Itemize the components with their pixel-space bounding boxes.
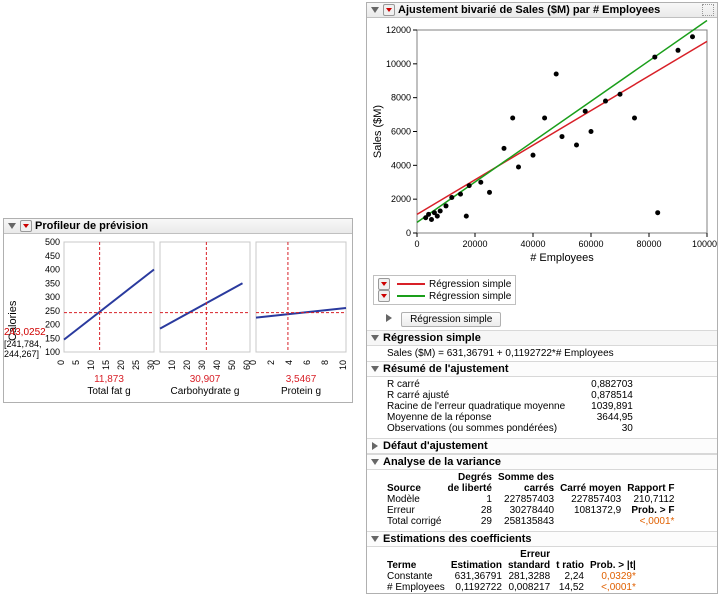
svg-text:20000: 20000	[462, 239, 487, 249]
regression-equation: Sales ($M) = 631,36791 + 0,1192722*# Emp…	[367, 346, 717, 361]
profiler-header[interactable]: Profileur de prévision	[4, 219, 352, 234]
anova-table: SourceDegrésde libertéSomme descarrésCar…	[367, 470, 717, 531]
disclosure-down-icon[interactable]	[7, 221, 17, 231]
svg-text:100000: 100000	[692, 239, 717, 249]
svg-text:0: 0	[56, 360, 66, 365]
svg-text:50: 50	[227, 360, 237, 370]
hotspot-menu-icon[interactable]	[20, 220, 32, 232]
disclosure-down-icon[interactable]	[370, 5, 380, 15]
anova-header[interactable]: Analyse de la variance	[367, 454, 717, 470]
legend-item-reg2[interactable]: Régression simple	[378, 290, 511, 302]
summary-table: R carré0,882703R carré ajusté0,878514Rac…	[367, 377, 717, 438]
svg-text:450: 450	[45, 251, 60, 261]
svg-text:20: 20	[116, 360, 126, 370]
bivariate-header[interactable]: Ajustement bivarié de Sales ($M) par # E…	[367, 3, 717, 18]
svg-text:Carbohydrate g: Carbohydrate g	[171, 386, 240, 397]
svg-text:4000: 4000	[391, 160, 411, 170]
legend-label-1: Régression simple	[429, 279, 511, 290]
lack-of-fit-header[interactable]: Défaut d'ajustement	[367, 438, 717, 454]
svg-text:200: 200	[45, 320, 60, 330]
svg-text:250: 250	[45, 306, 60, 316]
svg-text:6: 6	[302, 360, 312, 365]
svg-text:11,873: 11,873	[94, 374, 124, 385]
disclosure-right-icon[interactable]	[385, 313, 395, 323]
svg-text:Total fat g: Total fat g	[87, 386, 130, 397]
svg-text:500: 500	[45, 237, 60, 247]
regression-section-title: Régression simple	[383, 332, 481, 344]
anova-title: Analyse de la variance	[383, 456, 501, 468]
svg-text:10: 10	[338, 360, 348, 370]
svg-text:10: 10	[86, 360, 96, 370]
svg-text:8: 8	[320, 360, 330, 365]
bivariate-title: Ajustement bivarié de Sales ($M) par # E…	[398, 4, 660, 16]
profiler-title: Profileur de prévision	[35, 220, 148, 232]
profiler-chart: 1001502002503003504004505000510152025301…	[4, 234, 352, 397]
svg-text:20: 20	[182, 360, 192, 370]
disclosure-down-icon[interactable]	[370, 534, 380, 544]
svg-text:3,5467: 3,5467	[286, 374, 317, 385]
legend-item-reg1[interactable]: Régression simple	[378, 278, 511, 290]
resize-icon[interactable]	[702, 4, 714, 16]
svg-text:2000: 2000	[391, 194, 411, 204]
svg-text:40000: 40000	[520, 239, 545, 249]
bivariate-panel: Ajustement bivarié de Sales ($M) par # E…	[366, 2, 718, 594]
disclosure-down-icon[interactable]	[370, 333, 380, 343]
svg-text:15: 15	[101, 360, 111, 370]
svg-text:350: 350	[45, 278, 60, 288]
summary-title: Résumé de l'ajustement	[383, 363, 509, 375]
svg-text:40: 40	[212, 360, 222, 370]
svg-text:# Employees: # Employees	[530, 252, 594, 264]
svg-text:80000: 80000	[636, 239, 661, 249]
svg-text:10: 10	[167, 360, 177, 370]
svg-text:5: 5	[71, 360, 81, 365]
regression-section-header[interactable]: Régression simple	[367, 330, 717, 346]
lack-of-fit-title: Défaut d'ajustement	[383, 440, 488, 452]
svg-text:Sales ($M): Sales ($M)	[372, 105, 384, 158]
chart-legend: Régression simple Régression simple	[373, 275, 516, 305]
svg-text:Protein g: Protein g	[281, 386, 321, 397]
svg-text:10000: 10000	[386, 59, 411, 69]
regression-button[interactable]: Régression simple	[401, 312, 501, 327]
svg-text:4: 4	[284, 360, 294, 365]
svg-text:6000: 6000	[391, 127, 411, 137]
svg-text:2: 2	[266, 360, 276, 365]
disclosure-down-icon[interactable]	[370, 364, 380, 374]
profiler-panel: Profileur de prévision Calories 243,0252…	[3, 218, 353, 403]
svg-text:0: 0	[248, 360, 258, 365]
line-sample-icon	[397, 295, 425, 297]
svg-text:30,907: 30,907	[190, 374, 221, 385]
hotspot-menu-icon[interactable]	[383, 4, 395, 16]
svg-text:8000: 8000	[391, 93, 411, 103]
legend-label-2: Régression simple	[429, 291, 511, 302]
coef-table: TermeEstimationErreurstandardt ratioProb…	[367, 547, 717, 597]
svg-text:25: 25	[131, 360, 141, 370]
svg-text:150: 150	[45, 333, 60, 343]
svg-text:100: 100	[45, 347, 60, 357]
svg-text:400: 400	[45, 265, 60, 275]
hotspot-menu-icon[interactable]	[378, 290, 390, 302]
disclosure-down-icon[interactable]	[370, 457, 380, 467]
bivariate-chart: 0 20000 40000 60000 80000 100000 0 2000 4000 6000…	[367, 18, 717, 268]
svg-text:60000: 60000	[578, 239, 603, 249]
hotspot-menu-icon[interactable]	[378, 278, 390, 290]
svg-text:0: 0	[152, 360, 162, 365]
disclosure-right-icon[interactable]	[370, 441, 380, 451]
svg-text:30: 30	[197, 360, 207, 370]
svg-text:12000: 12000	[386, 25, 411, 35]
svg-text:0: 0	[406, 228, 411, 238]
summary-header[interactable]: Résumé de l'ajustement	[367, 361, 717, 377]
coef-header[interactable]: Estimations des coefficients	[367, 531, 717, 547]
svg-text:0: 0	[414, 239, 419, 249]
line-sample-icon	[397, 283, 425, 285]
svg-text:300: 300	[45, 292, 60, 302]
coef-title: Estimations des coefficients	[383, 533, 532, 545]
